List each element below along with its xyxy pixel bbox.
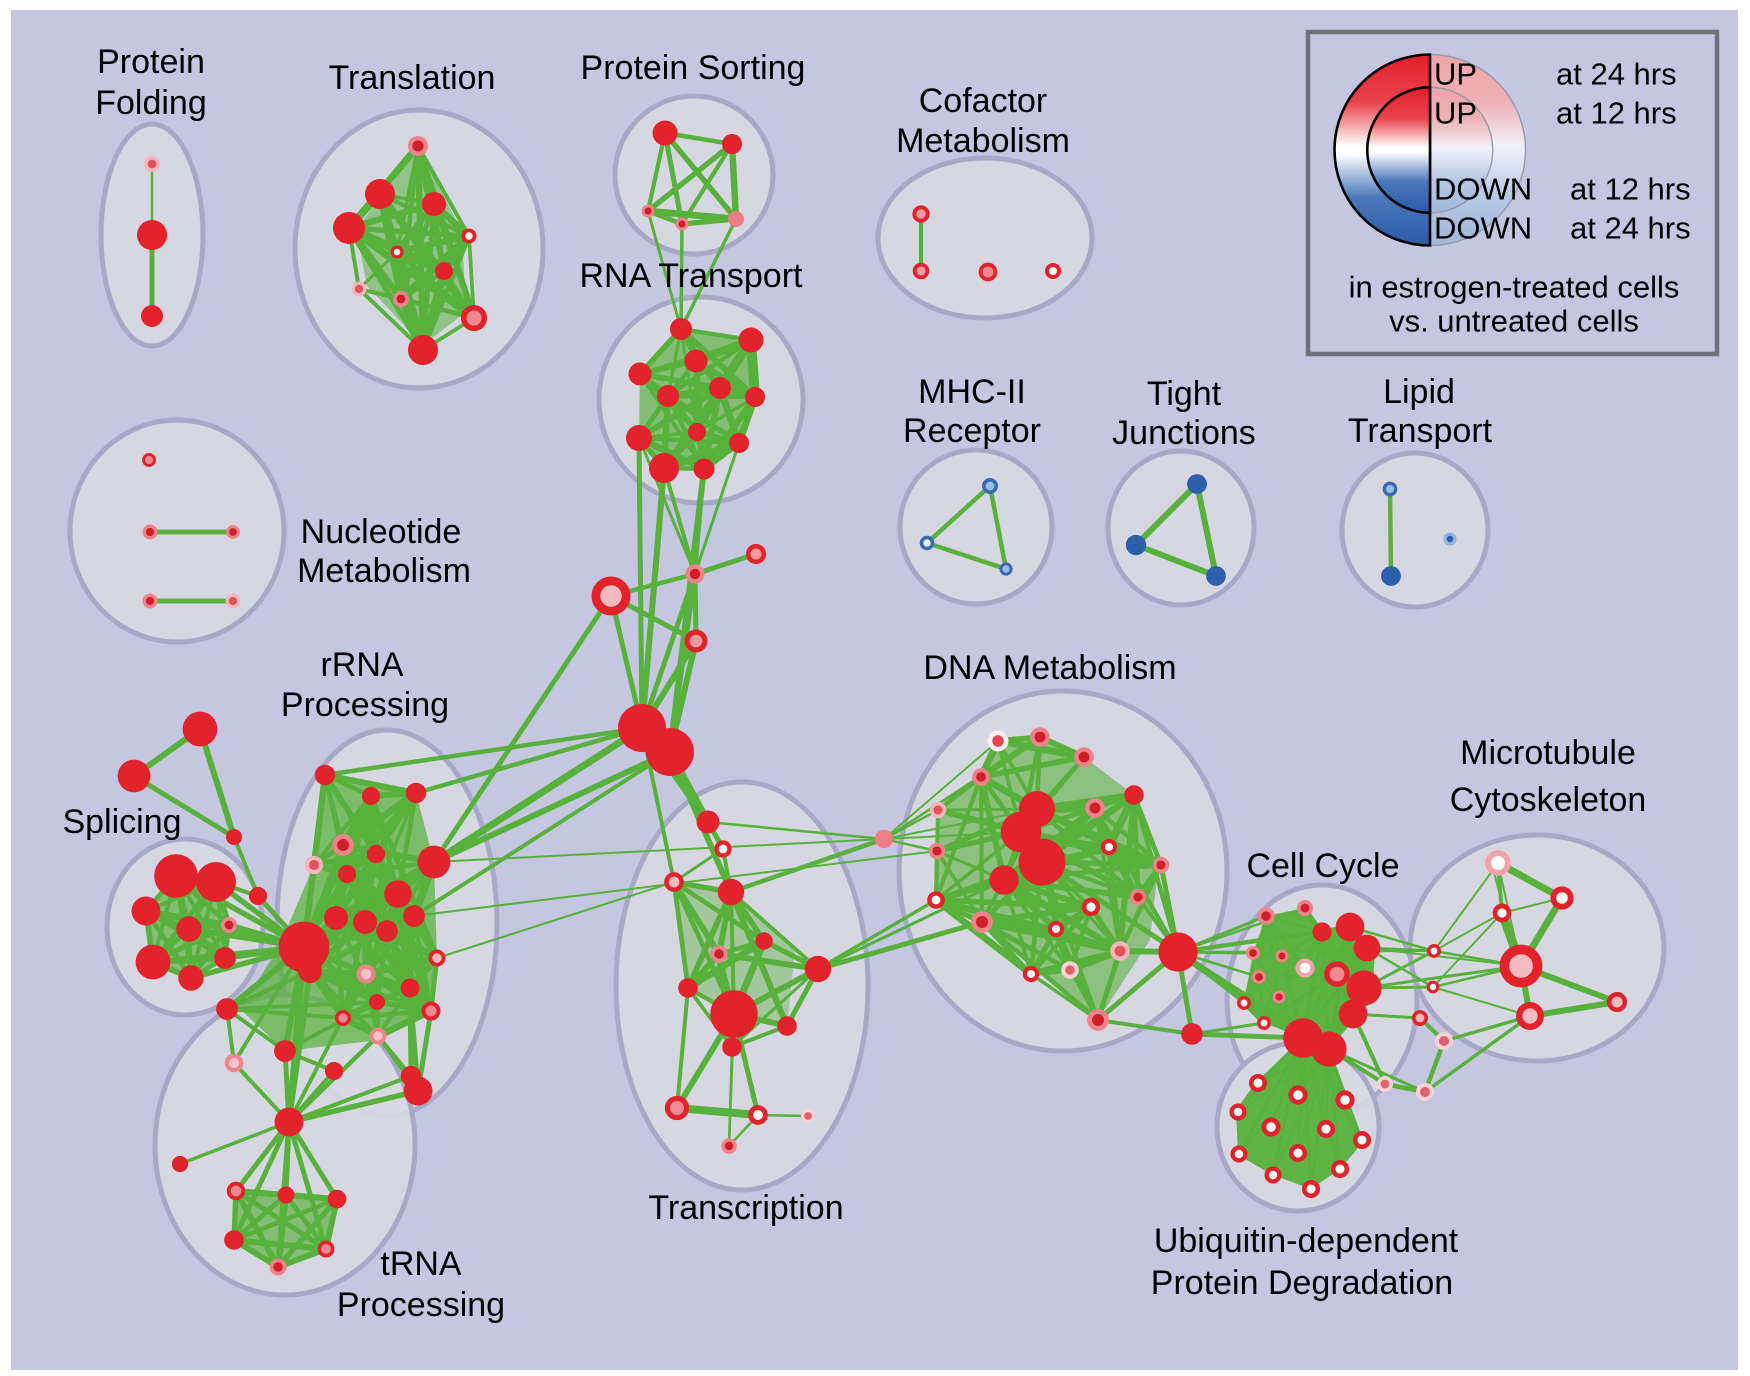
svg-text:Folding: Folding — [95, 84, 207, 122]
svg-text:Transport: Transport — [1348, 412, 1493, 450]
svg-text:Microtubule: Microtubule — [1460, 734, 1636, 772]
svg-text:Splicing: Splicing — [62, 803, 181, 841]
svg-text:Receptor: Receptor — [903, 412, 1041, 450]
svg-text:Processing: Processing — [281, 686, 449, 724]
svg-text:at 12 hrs: at 12 hrs — [1570, 172, 1691, 207]
svg-text:in estrogen-treated cells: in estrogen-treated cells — [1349, 270, 1680, 305]
svg-text:at 12 hrs: at 12 hrs — [1556, 96, 1677, 131]
svg-text:Transcription: Transcription — [648, 1189, 843, 1227]
svg-text:Protein Sorting: Protein Sorting — [581, 49, 806, 87]
svg-text:Tight: Tight — [1147, 375, 1222, 413]
svg-text:Junctions: Junctions — [1112, 414, 1256, 452]
svg-text:vs. untreated cells: vs. untreated cells — [1389, 304, 1639, 339]
svg-text:Cytoskeleton: Cytoskeleton — [1450, 781, 1647, 819]
svg-text:UP: UP — [1434, 57, 1477, 92]
svg-text:Cofactor: Cofactor — [919, 82, 1048, 120]
svg-text:rRNA: rRNA — [320, 646, 403, 684]
svg-text:tRNA: tRNA — [380, 1245, 462, 1283]
svg-text:at 24 hrs: at 24 hrs — [1556, 57, 1677, 92]
svg-text:Metabolism: Metabolism — [297, 552, 471, 590]
svg-text:RNA Transport: RNA Transport — [580, 257, 804, 295]
svg-text:Nucleotide: Nucleotide — [301, 513, 462, 551]
svg-text:at 24 hrs: at 24 hrs — [1570, 211, 1691, 246]
svg-text:Protein: Protein — [97, 43, 205, 81]
svg-text:DOWN: DOWN — [1434, 172, 1532, 207]
svg-text:Ubiquitin-dependent: Ubiquitin-dependent — [1154, 1222, 1459, 1260]
svg-text:MHC-II: MHC-II — [918, 373, 1026, 411]
svg-text:UP: UP — [1434, 96, 1477, 131]
svg-text:Metabolism: Metabolism — [896, 122, 1070, 160]
svg-text:Translation: Translation — [329, 59, 496, 97]
svg-text:Processing: Processing — [337, 1286, 505, 1324]
svg-text:DNA Metabolism: DNA Metabolism — [923, 649, 1176, 687]
svg-text:Lipid: Lipid — [1383, 373, 1455, 411]
svg-text:Cell Cycle: Cell Cycle — [1246, 847, 1399, 885]
svg-text:DOWN: DOWN — [1434, 211, 1532, 246]
svg-text:Protein Degradation: Protein Degradation — [1151, 1264, 1453, 1302]
